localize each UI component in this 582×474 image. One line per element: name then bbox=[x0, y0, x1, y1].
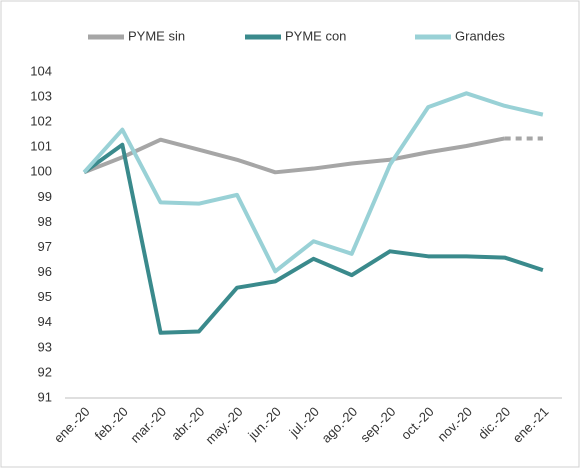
y-tick-label: 94 bbox=[38, 314, 52, 329]
y-tick-label: 95 bbox=[38, 289, 52, 304]
y-tick-label: 96 bbox=[38, 264, 52, 279]
y-tick-label: 103 bbox=[30, 89, 52, 104]
series-line bbox=[83, 136, 506, 175]
y-tick-label: 101 bbox=[30, 139, 52, 154]
y-tick-label: 92 bbox=[38, 364, 52, 379]
y-tick-label: 91 bbox=[38, 389, 52, 404]
y-tick-label: 98 bbox=[38, 214, 52, 229]
series-line bbox=[82, 142, 544, 335]
y-tick-label: 93 bbox=[38, 339, 52, 354]
y-tick-label: 99 bbox=[38, 189, 52, 204]
series-line bbox=[82, 91, 544, 274]
y-tick-label: 102 bbox=[30, 114, 52, 129]
legend-label: Grandes bbox=[455, 28, 505, 43]
legend-label: PYME sin bbox=[128, 28, 185, 43]
y-tick-label: 100 bbox=[30, 164, 52, 179]
y-tick-label: 104 bbox=[30, 63, 52, 78]
y-tick-label: 97 bbox=[38, 239, 52, 254]
legend-label: PYME con bbox=[285, 28, 346, 43]
